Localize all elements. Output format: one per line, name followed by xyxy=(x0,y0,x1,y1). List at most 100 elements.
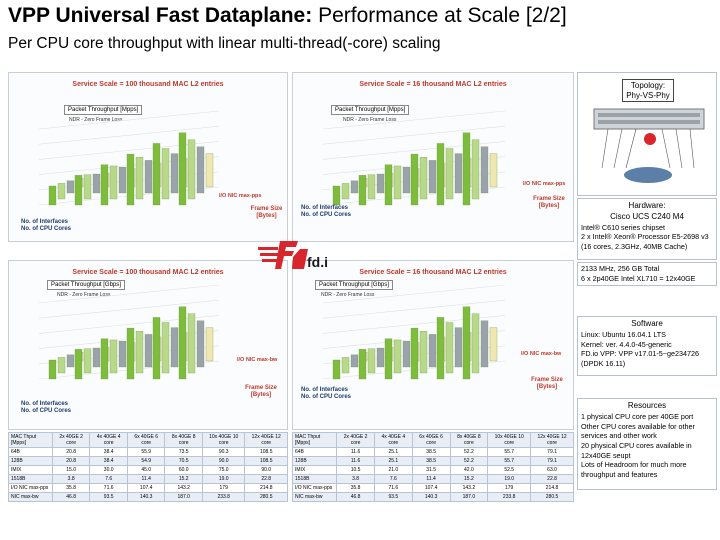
chart-bar xyxy=(480,320,489,368)
table-cell: 22.8 xyxy=(530,474,574,484)
table-cell: 46.8 xyxy=(51,492,91,502)
software-line: Kernel: ver. 4.4.0-45-generic xyxy=(581,339,672,349)
table-cell: 38.5 xyxy=(411,456,451,466)
table-cell: 52.2 xyxy=(449,447,489,457)
chart-bar xyxy=(187,139,196,200)
chart-bar xyxy=(178,306,187,380)
bar-chart-3d xyxy=(322,284,506,380)
table-cell: 187.0 xyxy=(449,492,489,502)
gridline xyxy=(38,110,220,130)
table-cell: 11.4 xyxy=(126,474,166,484)
chart-bar xyxy=(83,174,92,200)
table-header-row: MAC Thput [Mpps] 2x 40GE 2 core 4x 40GE 4 … xyxy=(8,432,288,448)
chart-panel-mpps-100k: Service Scale = 100 thousand MAC L2 entr… xyxy=(8,72,288,242)
axis-frame-size: Frame Size [Bytes] xyxy=(531,377,563,390)
resources-line: Other CPU cores available for other serv… xyxy=(581,421,695,441)
gridline xyxy=(38,125,220,145)
table-cell: 108.5 xyxy=(244,456,288,466)
throughput-table-100k: MAC Thput [Mpps] 2x 40GE 2 core 4x 40GE 4 … xyxy=(8,432,288,502)
table-cell: 10x 40GE 10 core xyxy=(201,432,246,448)
chart-bar xyxy=(480,146,489,194)
chart-bar xyxy=(445,148,454,200)
chart-label: Packet Throughput [Mpps] xyxy=(331,105,410,115)
chart-bar xyxy=(384,338,393,380)
table-footer-row: NIC max-bw 46.8 93.5 140.3 187.0 233.8 280.5 xyxy=(8,492,288,502)
table-cell: 233.8 xyxy=(201,492,246,502)
gridline xyxy=(322,299,506,319)
table-cell: 42.0 xyxy=(449,465,489,475)
topology-label: Topology: Phy-VS-Phy xyxy=(622,79,674,103)
table-cell: 52.2 xyxy=(449,456,489,466)
chart-panel-gbps-16k: Service Scale = 16 thousand MAC L2 entri… xyxy=(292,260,574,430)
chart-bar xyxy=(341,183,350,200)
table-footer-row: I/O NIC max-pps 35.8 71.6 107.4 143.2 179 214.… xyxy=(291,483,574,493)
chart-bar xyxy=(332,185,341,206)
chart-bar xyxy=(74,349,83,380)
table-cell: I/O NIC max-pps xyxy=(8,483,53,493)
table-cell: 60.0 xyxy=(164,465,203,475)
chart-bar xyxy=(57,357,66,374)
chart-bar xyxy=(48,359,57,380)
chart-bar xyxy=(66,354,75,368)
chart-bar xyxy=(402,167,411,194)
bar-chart-3d xyxy=(38,284,220,380)
chart-bar xyxy=(350,354,359,368)
panel-heading: Service Scale = 16 thousand MAC L2 entri… xyxy=(359,81,507,88)
chart-bar xyxy=(196,320,205,368)
throughput-table-16k: MAC Thput [Mpps] 2x 40GE 2 core 4x 40GE 4 … xyxy=(291,432,574,502)
table-cell: 4x 40GE 4 core xyxy=(89,432,128,448)
gridline xyxy=(322,284,506,304)
chart-bar xyxy=(178,132,187,206)
resources-line: 20 physical CPU cores available in 12x40… xyxy=(581,440,692,460)
table-row: 1518B 3.8 7.6 11.4 15.2 19.0 22.8 xyxy=(291,474,574,484)
table-cell: 11.6 xyxy=(336,447,375,457)
table-cell: 71.6 xyxy=(373,483,413,493)
chart-bar xyxy=(489,327,498,362)
table-cell: 143.2 xyxy=(449,483,489,493)
table-cell: 79.1 xyxy=(530,447,574,457)
table-cell: 19.0 xyxy=(487,474,532,484)
chart-bar xyxy=(144,334,153,368)
table-row: 64B 20.8 38.4 55.9 73.5 90.3 108.5 xyxy=(8,447,288,457)
table-cell: 55.9 xyxy=(126,447,166,457)
table-cell: 214.8 xyxy=(530,483,574,493)
table-cell: 64B xyxy=(291,447,338,457)
hardware-line: 2133 MHz, 256 GB Total xyxy=(581,264,660,273)
chart-panel-gbps-100k: Service Scale = 100 thousand MAC L2 entr… xyxy=(8,260,288,430)
axis-interfaces: No. of Interfaces No. of CPU Cores xyxy=(21,219,72,233)
table-cell: 22.8 xyxy=(244,474,288,484)
resources-panel: Resources 1 physical CPU core per 40GE p… xyxy=(577,398,717,490)
legend-max-bw: I/O NIC max-bw xyxy=(521,351,562,357)
table-cell: 107.4 xyxy=(411,483,451,493)
table-cell: 31.5 xyxy=(411,465,451,475)
legend-max-pps: I/O NIC max-pps xyxy=(523,181,566,187)
svg-text:fd.io: fd.io xyxy=(307,254,328,270)
chart-bar xyxy=(462,132,471,206)
hardware-model: Cisco UCS C240 M4 xyxy=(610,211,684,221)
hardware-line: Intel® C610 series chipset xyxy=(581,222,666,232)
table-cell: 19.0 xyxy=(201,474,246,484)
table-cell: 11.4 xyxy=(411,474,451,484)
chart-bar xyxy=(74,175,83,206)
axis-frame-size: Frame Size [Bytes] xyxy=(533,196,565,209)
table-cell: 214.8 xyxy=(244,483,288,493)
table-cell: 90.0 xyxy=(201,456,246,466)
chart-bar xyxy=(419,157,428,200)
table-cell: 15.2 xyxy=(449,474,489,484)
software-title: Software xyxy=(631,319,663,328)
software-panel: Software Linux: Ubuntu 16.04.1 LTS Kerne… xyxy=(577,316,717,376)
bar-chart-3d xyxy=(322,110,506,206)
table-cell: 128B xyxy=(291,456,338,466)
table-cell: 25.1 xyxy=(373,456,413,466)
chart-bar xyxy=(135,157,144,200)
table-cell: 6x 40GE 6 core xyxy=(126,432,166,448)
hardware-title: Hardware: xyxy=(628,201,666,210)
table-cell: MAC Thput [Mpps] xyxy=(8,432,53,448)
chart-bar xyxy=(428,334,437,368)
chart-bar xyxy=(332,359,341,380)
chart-bar xyxy=(393,165,402,200)
table-cell: 64B xyxy=(8,447,53,457)
table-cell: 79.1 xyxy=(530,456,574,466)
chart-bar xyxy=(410,327,419,380)
chart-bar xyxy=(376,347,385,368)
